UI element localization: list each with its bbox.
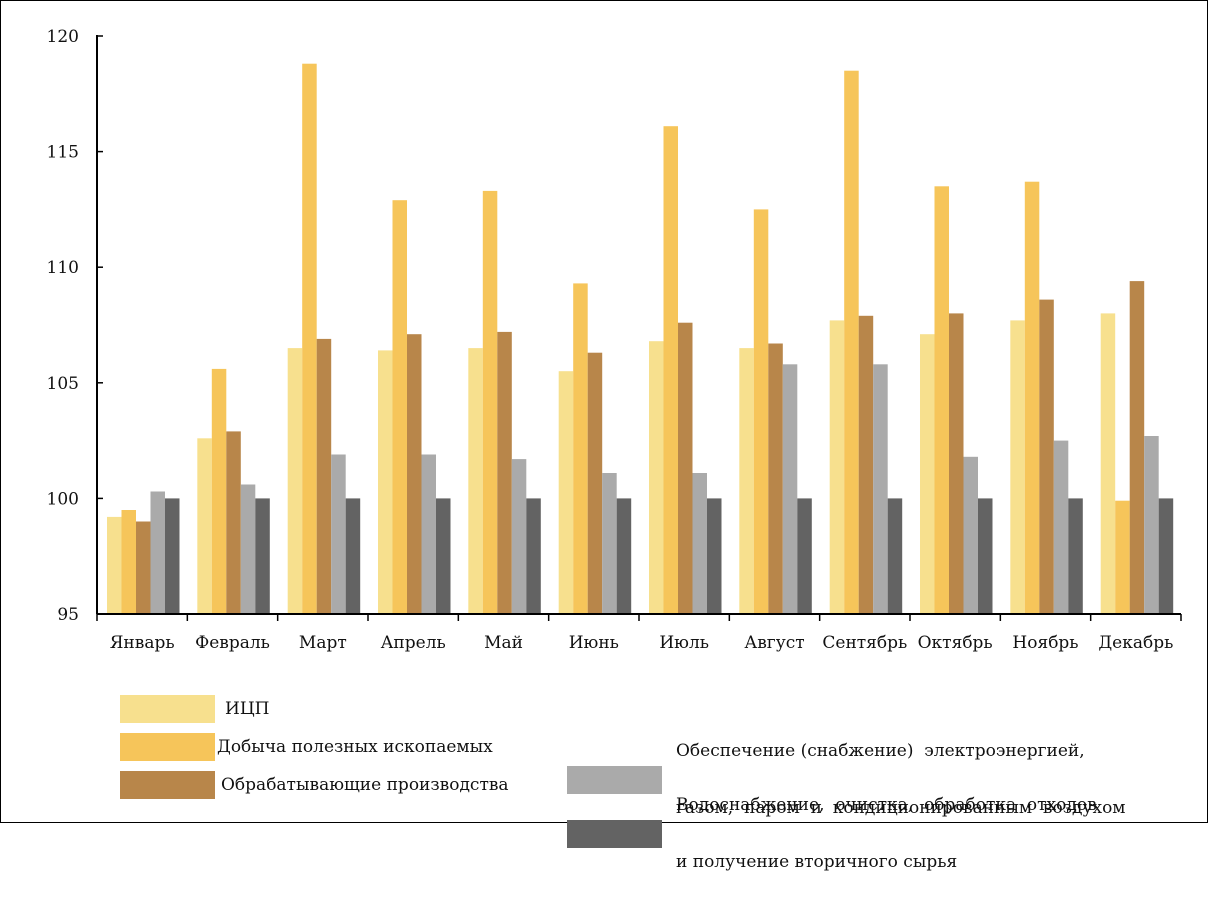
legend-label-electricity-line1: Обеспечение (снабжение) электроэнергией,: [676, 741, 1085, 761]
bar-3-3: [316, 338, 332, 614]
bar-5-6: [616, 498, 632, 614]
bar-4-2: [240, 484, 256, 614]
bar-4-5: [511, 459, 527, 614]
y-tick-label-3: 105: [47, 374, 79, 394]
bar-5-5: [526, 498, 541, 614]
bar-4-7: [692, 473, 707, 614]
bar-3-6: [587, 352, 603, 614]
x-tick-label-9: Сентябрь: [822, 633, 907, 653]
y-tick-label-2: 100: [47, 489, 79, 509]
legend-swatch-electricity: [567, 766, 662, 794]
x-tick-label-8: Август: [744, 633, 804, 653]
x-tick-label-5: Май: [484, 633, 523, 653]
legend-item-water: Водоснабжение, очистка, обработка отходо…: [567, 758, 1097, 910]
bar-3-2: [226, 431, 241, 614]
bar-3-7: [678, 322, 693, 614]
bar-5-2: [255, 498, 270, 614]
legend-swatch-icp: [120, 695, 215, 723]
bar-3-11: [1039, 299, 1054, 614]
bar-3-9: [858, 315, 874, 614]
bar-4-11: [1053, 440, 1069, 614]
y-tick-label-4: 110: [47, 258, 79, 278]
x-tick-label-2: Февраль: [195, 633, 270, 653]
x-tick-label-12: Декабрь: [1098, 633, 1173, 653]
bar-2-8: [753, 209, 769, 614]
bar-5-8: [797, 498, 812, 614]
bar-2-10: [934, 186, 949, 615]
bar-4-9: [873, 364, 888, 614]
bar-2-6: [573, 283, 588, 614]
legend-label-icp: ИЦП: [225, 698, 270, 719]
legend-swatch-manufacturing: [120, 771, 215, 799]
bar-2-2: [211, 368, 227, 614]
x-tick-label-11: Ноябрь: [1012, 633, 1078, 653]
bar-5-12: [1158, 498, 1174, 614]
bar-5-4: [436, 498, 451, 614]
legend-item-icp: ИЦП: [120, 695, 269, 723]
bar-2-3: [302, 63, 317, 614]
legend-item-manufacturing: Обрабатывающие производства: [120, 771, 509, 799]
bar-1-1: [107, 516, 122, 614]
bar-2-5: [482, 190, 498, 614]
legend-label-electricity-line2: газом, паром и кондиционированным воздух…: [676, 798, 1126, 818]
bar-1-10: [920, 334, 935, 614]
bar-4-8: [782, 364, 798, 614]
legend-label-mining: Добыча полезных ископаемых: [217, 736, 493, 757]
x-tick-label-7: Июль: [659, 633, 709, 653]
bar-1-8: [739, 348, 754, 614]
bar-5-11: [1068, 498, 1083, 614]
bar-2-4: [392, 200, 407, 614]
bar-1-9: [829, 320, 845, 614]
y-tick-label-6: 120: [47, 27, 79, 47]
bar-4-3: [331, 454, 346, 614]
bar-4-6: [602, 473, 617, 614]
bar-3-8: [768, 343, 783, 614]
bar-3-10: [949, 313, 964, 614]
bar-5-3: [345, 498, 361, 614]
bar-2-11: [1024, 181, 1040, 614]
bar-1-6: [558, 371, 574, 614]
bar-1-5: [468, 348, 483, 614]
y-tick-label-5: 115: [47, 143, 79, 163]
bar-3-1: [136, 521, 151, 614]
bar-5-7: [707, 498, 722, 614]
bar-1-12: [1100, 313, 1116, 614]
bar-4-12: [1144, 436, 1159, 614]
legend-item-electricity: Обеспечение (снабжение) электроэнергией,…: [567, 704, 1126, 856]
bar-1-7: [649, 341, 664, 614]
bar-chart: 95 100 105 110 115 120 Январь Февраль Март Апрель…: [47, 27, 1182, 653]
x-tick-label-6: Июнь: [569, 633, 619, 653]
y-tick-label-1: 95: [57, 605, 79, 625]
bar-3-4: [407, 334, 422, 614]
legend-label-water-line1: Водоснабжение, очистка, обработка отходо…: [676, 795, 1097, 815]
legend-swatch-mining: [120, 733, 215, 761]
bar-2-7: [663, 126, 678, 614]
x-tick-label-10: Октябрь: [918, 633, 993, 653]
bar-1-3: [287, 348, 303, 614]
legend-label-electricity: Обеспечение (снабжение) электроэнергией,…: [676, 704, 1126, 856]
bar-2-12: [1115, 500, 1130, 614]
x-tick-label-1: Январь: [110, 633, 175, 653]
bar-4-1: [150, 491, 165, 614]
bar-2-1: [121, 510, 136, 614]
bar-5-10: [978, 498, 993, 614]
bar-4-10: [963, 456, 978, 614]
bar-5-1: [165, 498, 180, 614]
legend-label-manufacturing: Обрабатывающие производства: [221, 774, 509, 795]
bar-3-5: [497, 331, 512, 614]
bar-5-9: [887, 498, 903, 614]
legend-label-water-line2: и получение вторичного сырья: [676, 852, 958, 872]
bar-1-11: [1010, 320, 1025, 614]
bar-3-12: [1129, 281, 1145, 614]
bar-4-4: [421, 454, 436, 614]
legend-swatch-water: [567, 820, 662, 848]
legend-item-mining: Добыча полезных ископаемых: [120, 733, 493, 761]
bar-2-9: [844, 70, 859, 614]
bar-1-2: [197, 438, 212, 614]
x-tick-label-4: Апрель: [381, 633, 446, 653]
legend-label-water: Водоснабжение, очистка, обработка отходо…: [676, 758, 1097, 910]
x-tick-label-3: Март: [299, 633, 347, 653]
bar-1-4: [378, 350, 393, 614]
